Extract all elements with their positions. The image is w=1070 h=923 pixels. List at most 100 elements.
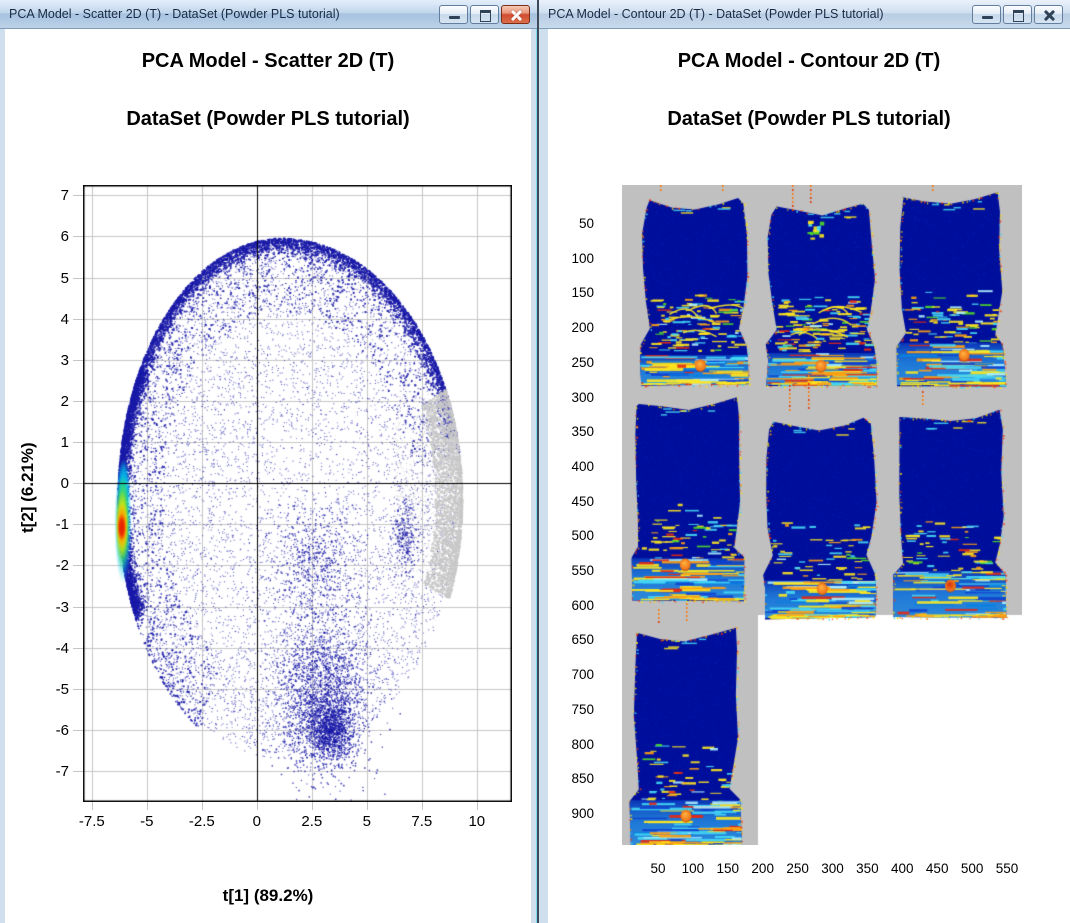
y-tick-label: 800 <box>571 736 594 752</box>
scatter-plot-region: PCA Model - Scatter 2D (T) DataSet (Powd… <box>5 28 531 923</box>
minimize-icon <box>449 15 460 19</box>
chart-title: PCA Model - Contour 2D (T) <box>677 50 941 72</box>
window-title: PCA Model - Scatter 2D (T) - DataSet (Po… <box>9 7 340 21</box>
tick-mark <box>73 400 83 402</box>
scatter-plot-canvas[interactable] <box>83 185 512 802</box>
minimize-button[interactable] <box>972 4 1001 24</box>
x-tick-label: -7.5 <box>78 813 105 830</box>
tick-mark <box>73 359 83 361</box>
close-button[interactable] <box>501 4 530 24</box>
minimize-button[interactable] <box>439 4 468 24</box>
x-tick-label: 300 <box>821 861 844 876</box>
tick-mark <box>73 235 83 237</box>
window-contour-2d: PCA Model - Contour 2D (T) - DataSet (Po… <box>539 0 1070 923</box>
y-tick-label: 650 <box>571 632 594 648</box>
y-tick-label: 900 <box>571 805 594 821</box>
x-axis-label: t[1] (89.2%) <box>222 886 314 905</box>
x-tick-label: 2.5 <box>301 813 323 830</box>
tick-mark <box>311 802 313 810</box>
chart-title: PCA Model - Scatter 2D (T) <box>141 50 395 72</box>
y-tick-label: 150 <box>571 285 594 301</box>
contour-image-canvas[interactable] <box>622 185 1022 845</box>
y-tick-label: 550 <box>571 563 594 579</box>
y-tick-label: -7 <box>55 763 69 781</box>
x-tick-label: 250 <box>786 861 809 876</box>
y-tick-label: 0 <box>60 475 69 493</box>
chart-subtitle: DataSet (Powder PLS tutorial) <box>667 108 951 130</box>
x-tick-label: 550 <box>995 861 1019 876</box>
y-tick-label: 200 <box>571 320 594 336</box>
y-tick-label: 500 <box>571 528 594 544</box>
y-tick-label: 1 <box>60 434 69 452</box>
y-tick-label: -1 <box>55 516 69 534</box>
titlebar[interactable]: PCA Model - Contour 2D (T) - DataSet (Po… <box>539 0 1070 29</box>
tick-mark <box>91 802 93 810</box>
x-tick-label: 5 <box>362 813 371 830</box>
titlebar[interactable]: PCA Model - Scatter 2D (T) - DataSet (Po… <box>0 0 537 29</box>
y-tick-label: 300 <box>571 389 594 405</box>
tick-mark <box>366 802 368 810</box>
maximize-icon <box>1013 9 1024 22</box>
close-icon <box>510 9 523 22</box>
y-tick-label: 5 <box>60 269 69 287</box>
x-tick-label: 0 <box>252 813 261 830</box>
tick-mark <box>73 770 83 772</box>
x-tick-label: 350 <box>856 861 879 876</box>
tick-mark <box>73 482 83 484</box>
tick-mark <box>73 441 83 443</box>
y-tick-label: 350 <box>571 424 594 440</box>
x-tick-label: 10 <box>468 813 486 830</box>
chart-subtitle: DataSet (Powder PLS tutorial) <box>126 108 410 130</box>
close-icon <box>1043 9 1056 22</box>
tick-mark <box>73 606 83 608</box>
window-scatter-2d: PCA Model - Scatter 2D (T) - DataSet (Po… <box>0 0 539 923</box>
tick-mark <box>146 802 148 810</box>
x-tick-label: 200 <box>751 861 774 876</box>
tick-mark <box>73 194 83 196</box>
window-controls <box>972 4 1070 24</box>
x-tick-label: 500 <box>960 861 984 876</box>
x-tick-label: -5 <box>140 813 154 830</box>
tick-mark <box>421 802 423 810</box>
x-tick-label: 100 <box>681 861 705 876</box>
y-tick-label: -2 <box>55 557 69 575</box>
y-tick-label: 100 <box>571 250 594 266</box>
window-title: PCA Model - Contour 2D (T) - DataSet (Po… <box>548 7 884 21</box>
maximize-button[interactable] <box>470 4 499 24</box>
y-tick-label: 3 <box>60 351 69 369</box>
x-tick-label: 400 <box>891 861 914 876</box>
tick-mark <box>73 277 83 279</box>
y-tick-label: 7 <box>60 187 69 205</box>
y-tick-label: -3 <box>55 598 69 616</box>
contour-plot-region: PCA Model - Contour 2D (T) DataSet (Powd… <box>548 28 1070 923</box>
y-tick-label: 850 <box>571 771 594 787</box>
x-tick-label: -2.5 <box>188 813 215 830</box>
y-tick-label: -6 <box>55 722 69 740</box>
y-tick-label: 6 <box>60 228 69 246</box>
x-tick-label: 7.5 <box>411 813 433 830</box>
tick-mark <box>73 688 83 690</box>
tick-mark <box>201 802 203 810</box>
x-tick-label: 50 <box>650 861 666 876</box>
tick-mark <box>73 647 83 649</box>
y-tick-label: 450 <box>571 493 594 509</box>
x-tick-label: 150 <box>716 861 740 876</box>
y-tick-label: -4 <box>55 639 69 657</box>
tick-mark <box>256 802 258 810</box>
y-tick-label: -5 <box>55 680 69 698</box>
y-tick-label: 2 <box>60 392 69 410</box>
tick-mark <box>73 523 83 525</box>
window-controls <box>439 4 537 24</box>
y-tick-label: 4 <box>60 310 69 328</box>
close-button[interactable] <box>1034 4 1063 24</box>
minimize-icon <box>982 15 993 19</box>
tick-mark <box>73 729 83 731</box>
maximize-button[interactable] <box>1003 4 1032 24</box>
y-tick-label: 250 <box>571 354 594 370</box>
y-tick-label: 400 <box>571 458 594 474</box>
tick-mark <box>73 564 83 566</box>
maximize-icon <box>480 9 491 22</box>
tick-mark <box>73 318 83 320</box>
tick-mark <box>476 802 478 810</box>
y-tick-label: 700 <box>571 667 594 683</box>
